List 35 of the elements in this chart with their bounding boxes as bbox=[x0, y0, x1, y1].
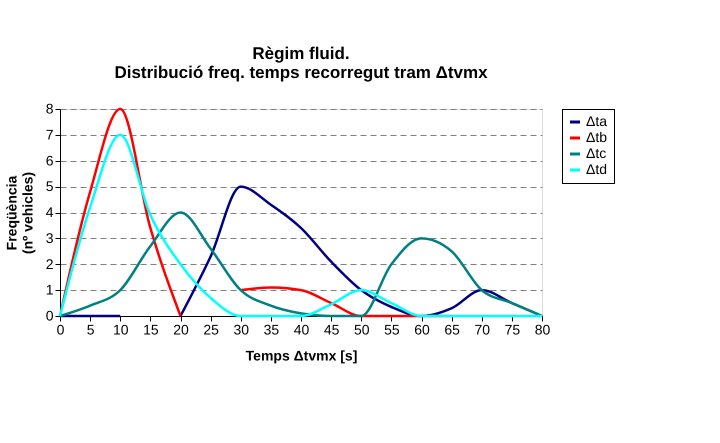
x-tick-label: 55 bbox=[384, 322, 400, 338]
x-tick-label: 50 bbox=[354, 322, 370, 338]
x-tick-label: 5 bbox=[86, 322, 95, 338]
legend-label: Δtd bbox=[586, 161, 608, 177]
y-tick-label: 5 bbox=[46, 178, 54, 194]
y-tick-label: 7 bbox=[46, 126, 54, 142]
x-tick-label: 40 bbox=[294, 322, 310, 338]
y-tick-label: 2 bbox=[46, 256, 54, 272]
y-tick-label: 3 bbox=[46, 230, 54, 246]
x-tick-label: 0 bbox=[56, 322, 65, 338]
x-tick-label: 25 bbox=[203, 322, 220, 338]
text: (nº vehicles) bbox=[20, 172, 36, 254]
y-tick-label: 8 bbox=[46, 100, 54, 116]
text: Distribució freq. temps recorregut tram Δtvmx bbox=[114, 63, 488, 82]
x-tick-label: 80 bbox=[534, 322, 550, 338]
x-tick-label: 70 bbox=[474, 322, 490, 338]
legend-label: Δta bbox=[586, 113, 608, 129]
legend-label: Δtb bbox=[586, 129, 608, 145]
x-tick-label: 20 bbox=[173, 322, 189, 338]
x-tick-label: 65 bbox=[444, 322, 460, 338]
y-tick-label: 4 bbox=[46, 204, 54, 220]
x-tick-label: 60 bbox=[414, 322, 430, 338]
x-tick-label: 30 bbox=[233, 322, 250, 338]
y-tick-label: 1 bbox=[46, 282, 54, 298]
text: Règim fluid. bbox=[252, 44, 350, 63]
x-tick-label: 45 bbox=[324, 322, 340, 338]
y-tick-label: 0 bbox=[46, 308, 54, 324]
x-tick-label: 10 bbox=[112, 322, 129, 338]
x-tick-label: 35 bbox=[264, 322, 280, 338]
legend-label: Δtc bbox=[586, 145, 606, 161]
text: Freqüència bbox=[4, 176, 20, 250]
x-axis-title: Temps Δtvmx [s] bbox=[246, 348, 358, 364]
y-tick-label: 6 bbox=[46, 152, 54, 168]
x-tick-label: 75 bbox=[504, 322, 520, 338]
x-tick-label: 15 bbox=[143, 322, 159, 338]
